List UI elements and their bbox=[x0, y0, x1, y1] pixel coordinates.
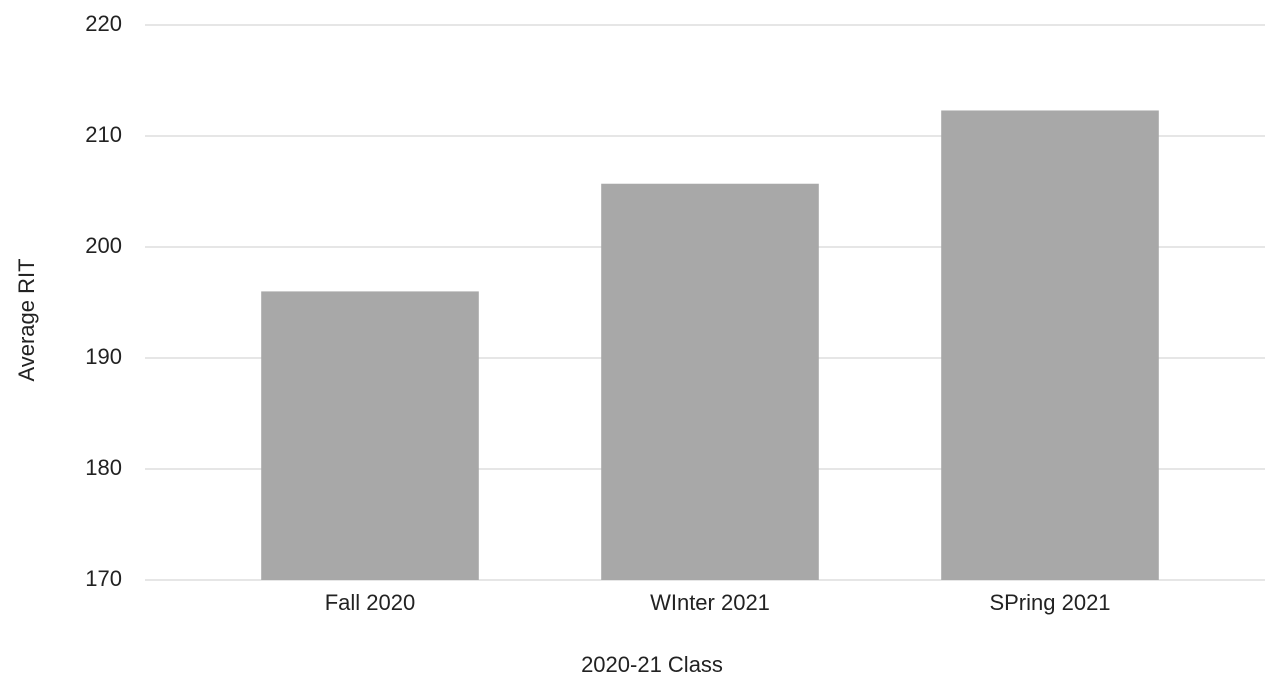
bar bbox=[601, 183, 819, 581]
y-axis-title: Average RIT bbox=[14, 258, 39, 381]
y-tick-label: 220 bbox=[85, 11, 122, 36]
y-tick-label: 190 bbox=[85, 344, 122, 369]
x-axis-title: 2020-21 Class bbox=[581, 652, 723, 677]
y-tick-label: 170 bbox=[85, 566, 122, 591]
x-tick-label: Fall 2020 bbox=[325, 590, 416, 615]
x-tick-label: WInter 2021 bbox=[650, 590, 770, 615]
y-tick-label: 200 bbox=[85, 233, 122, 258]
y-tick-label: 210 bbox=[85, 122, 122, 147]
x-tick-label: SPring 2021 bbox=[989, 590, 1110, 615]
y-tick-label: 180 bbox=[85, 455, 122, 480]
bar bbox=[941, 110, 1159, 580]
bar bbox=[261, 291, 479, 580]
